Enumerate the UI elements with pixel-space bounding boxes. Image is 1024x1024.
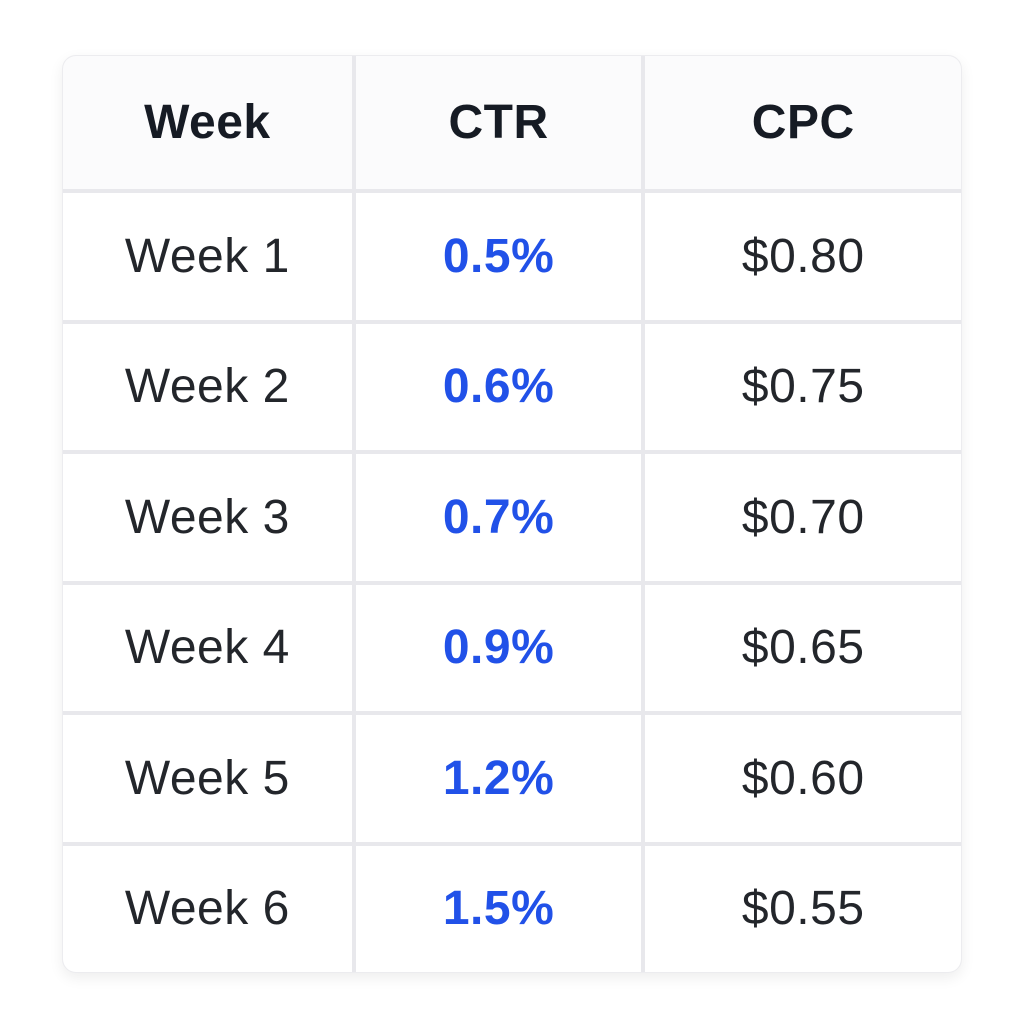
cpc-value-cell: $0.60 (645, 715, 961, 842)
week-label-cell: Week 2 (63, 323, 352, 450)
column-header-cpc: CPC (645, 56, 961, 189)
week-label-cell: Week 4 (63, 584, 352, 711)
column-header-ctr: CTR (355, 56, 642, 189)
ctr-value-cell: 0.9% (355, 584, 642, 711)
ctr-value-cell: 0.6% (355, 323, 642, 450)
ctr-value-cell: 1.2% (355, 715, 642, 842)
week-label-cell: Week 6 (63, 845, 352, 972)
cpc-value-cell: $0.75 (645, 323, 961, 450)
week-label-cell: Week 1 (63, 193, 352, 320)
ctr-value-cell: 0.7% (355, 454, 642, 581)
cpc-value-cell: $0.55 (645, 845, 961, 972)
weekly-metrics-table: Week CTR CPC Week 1 0.5% $0.80 Week 2 0.… (62, 55, 962, 973)
cpc-value-cell: $0.65 (645, 584, 961, 711)
week-label-cell: Week 5 (63, 715, 352, 842)
week-label-cell: Week 3 (63, 454, 352, 581)
column-header-week: Week (63, 56, 352, 189)
ctr-value-cell: 1.5% (355, 845, 642, 972)
cpc-value-cell: $0.70 (645, 454, 961, 581)
ctr-value-cell: 0.5% (355, 193, 642, 320)
cpc-value-cell: $0.80 (645, 193, 961, 320)
